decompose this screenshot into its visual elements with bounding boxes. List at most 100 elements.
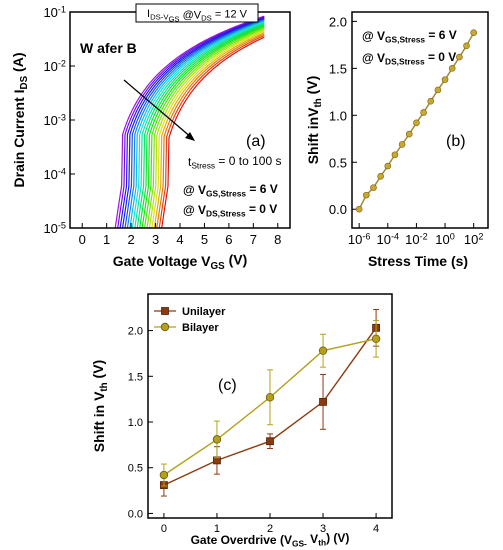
panel-a-transfer-curve [153,31,265,228]
panel-c-chart: 0 1 2 3 4 0.0 0.5 1.0 1.5 2.0 Unilayer Bilayer (… [90,293,393,549]
panel-b-x-tick-label: 100 [435,231,455,247]
panel-a-transfer-curve [139,24,265,228]
panel-a-transfer-curve [124,18,265,228]
panel-b-point [441,76,449,83]
panel-a-transfer-curve [156,33,265,228]
panel-b-y-tick-label: 0.5 [329,155,347,170]
panel-a-y-tick-label: 10-5 [43,220,66,236]
panel-a-arrow-label: tStress = 0 to 100 s [188,154,281,171]
panel-c-y-tick-label: 1.5 [128,371,143,383]
panel-b-x-axis-label: Stress Time (s) [368,253,468,269]
panel-a-wafer-label: W afer B [80,40,137,56]
panel-b-frame [351,11,489,229]
panel-b-points [355,29,477,213]
panel-a-annotation-vds: @ VDS,Stress = 0 V [183,202,277,219]
panel-a-x-tick-label: 6 [225,232,232,247]
panel-b-x-tick-label: 10-6 [348,231,371,247]
panel-b-panel-label: (b) [446,133,466,150]
data-point-bilayer [212,435,222,444]
panel-b-point [363,191,370,199]
panel-b-point [420,109,427,116]
panel-b-point [391,151,399,159]
panel-a-y-tick-label: 10-3 [43,112,66,128]
panel-a-x-tick-label: 8 [274,232,281,247]
panel-c-panel-label: (c) [218,377,237,394]
panel-b-point [370,184,377,191]
panel-a-transfer-curve [148,29,265,228]
panel-c-x-tick-label: 3 [320,523,326,535]
panel-a-transfer-curve [121,17,265,228]
panel-b-point [434,86,442,94]
panel-a-curves [114,15,265,228]
panel-a-transfer-curve [136,23,265,228]
panel-c-x-ticks: 0 1 2 3 4 [161,513,379,535]
panel-a-transfer-curve [146,27,265,228]
panel-a-transfer-curve [114,15,265,228]
panel-a-header: IDS-VGS @VDS = 12 V [147,8,248,24]
panel-c-legend: Unilayer Bilayer [154,306,226,334]
panel-a-x-tick-label: 3 [152,232,159,247]
panel-a-y-tick-label: 10-4 [43,166,66,182]
panel-c-y-tick-label: 2.0 [128,326,143,338]
panel-c-series [159,309,381,497]
panel-a-transfer-curve [158,34,265,228]
panel-a-transfer-curve [141,25,265,228]
panel-a-transfer-curve [129,20,265,228]
legend-marker-unilayer [161,307,169,315]
panel-b-y-tick-label: 0.0 [329,202,347,217]
panel-b-point [470,29,477,36]
panel-a-panel-label: (a) [246,133,266,150]
panel-b-point [427,97,435,105]
panel-a-y-tick-label: 10-1 [43,4,66,20]
panel-b-point [384,162,392,170]
panel-a-transfer-curve [117,16,265,228]
panel-b-annotation-vds: @ VDS,Stress = 0 V [362,50,456,67]
panel-c-x-tick-label: 2 [267,523,273,535]
panel-b-y-tick-label: 1.5 [329,61,347,76]
legend-label-bilayer: Bilayer [182,322,219,334]
panel-b-y-ticks: 0.0 0.5 1.0 1.5 2.0 [329,14,357,217]
panel-a-transfer-curve [143,26,265,228]
panel-b-point [448,65,456,72]
panel-c-x-tick-label: 0 [161,523,167,535]
panel-c-y-tick-label: 0.0 [128,508,143,520]
panel-b-x-ticks: 10-6 10-4 10-2 100 102 [348,223,484,247]
panel-b-x-tick-label: 10-2 [405,231,428,247]
data-point-unilayer [319,397,327,406]
panel-c-y-tick-label: 1.0 [128,417,143,429]
legend-label-unilayer: Unilayer [182,306,226,318]
panel-b-point [456,53,463,61]
panel-c-x-tick-label: 4 [373,523,379,535]
panel-c-x-axis-label: Gate Overdrive (VGS- Vth) (V) [191,531,350,549]
panel-c-y-axis-label: Shift in Vth (V) [90,360,110,452]
panel-b-x-tick-label: 102 [464,231,484,247]
panel-a-chart: 0 1 2 3 4 5 6 7 8 10-5 10-4 10-3 10-2 10-1 IDS-VGS @… [10,3,291,272]
panel-b-point [463,42,470,50]
panel-a-header-box [135,3,259,23]
panel-b-point [355,205,363,213]
panel-a-transfer-curve [161,36,265,228]
panel-a-transfer-curve [151,30,265,228]
panel-a-y-axis-label: Drain Current IDS (A) [10,53,30,188]
data-point-bilayer [159,470,169,480]
panel-a-transfer-curve [119,17,265,228]
panel-a-x-tick-label: 0 [79,232,86,247]
panel-a-x-tick-label: 1 [103,232,110,247]
panel-a-annotation-vgs: @ VGS,Stress = 6 V [183,182,278,199]
data-point-unilayer [266,437,274,446]
panel-b-point [377,173,384,180]
panel-a-arrowhead [185,132,195,141]
panel-a-y-tick-label: 10-2 [43,58,66,74]
data-point-bilayer [265,393,275,402]
panel-b-point [405,130,413,138]
panel-b-y-axis-label: Shift inVth (V) [304,76,324,165]
panel-b-y-tick-label: 1.0 [329,108,347,123]
panel-c-y-ticks: 0.0 0.5 1.0 1.5 2.0 [128,326,153,520]
panel-b-point [398,141,406,148]
panel-a-x-tick-label: 2 [127,232,134,247]
panel-a-arrow [123,79,193,139]
panel-a-curve-group [114,15,265,228]
panel-a-transfer-curve [131,21,265,228]
panel-c-x-tick-label: 1 [214,523,220,535]
